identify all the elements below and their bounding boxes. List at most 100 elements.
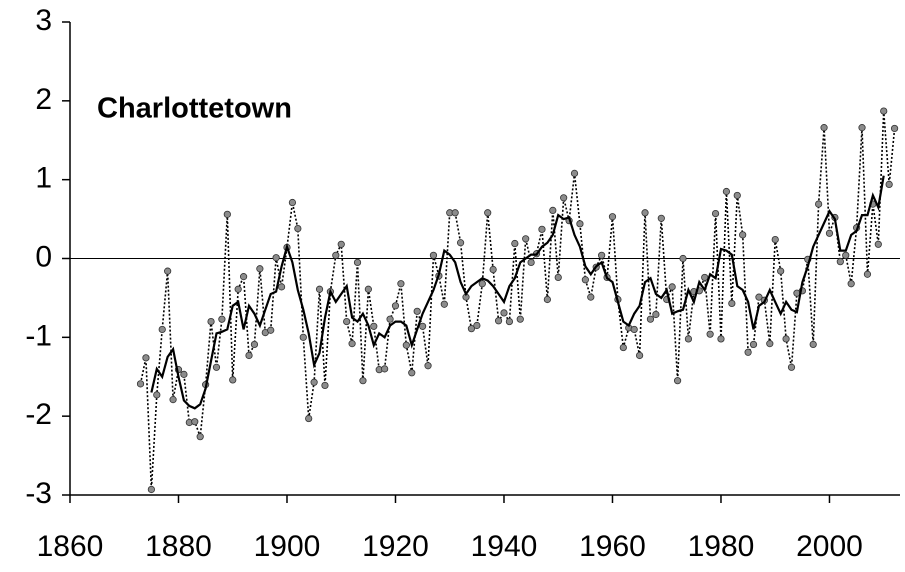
data-point [218, 315, 226, 323]
data-point [478, 280, 486, 288]
data-point [581, 276, 589, 284]
y-tick-label: 3 [35, 4, 52, 37]
x-tick-label: 1860 [37, 530, 104, 563]
data-point [245, 351, 253, 360]
x-tick-label: 1880 [145, 530, 212, 563]
data-point [288, 198, 297, 207]
data-point [684, 335, 693, 343]
y-tick-label: -3 [25, 477, 52, 510]
data-point [722, 187, 731, 196]
data-point [234, 285, 242, 293]
data-point [489, 265, 497, 274]
data-point [451, 209, 459, 217]
data-point [820, 124, 828, 132]
data-point [787, 363, 796, 371]
data-point [847, 280, 855, 288]
data-point [560, 194, 568, 202]
data-point [679, 254, 687, 263]
series-line [139, 111, 896, 490]
x-tick-label: 1980 [688, 530, 755, 563]
data-point [348, 340, 356, 348]
data-point [570, 169, 579, 177]
data-point [467, 325, 476, 333]
data-point [359, 377, 367, 385]
data-point [397, 280, 405, 288]
data-point [744, 348, 752, 356]
data-point [549, 206, 557, 215]
data-point [543, 295, 551, 304]
data-point [315, 285, 324, 293]
data-point [337, 240, 345, 248]
data-point [706, 330, 714, 338]
data-point [673, 377, 682, 385]
data-point [391, 302, 400, 310]
data-point [717, 335, 725, 343]
data-point [386, 315, 394, 323]
data-point [419, 322, 427, 330]
data-point [608, 213, 617, 221]
data-point [413, 307, 421, 315]
data-point [701, 273, 709, 282]
data-point [229, 376, 237, 384]
data-point [527, 258, 535, 267]
data-point [636, 351, 644, 360]
data-point [858, 124, 866, 132]
data-point [191, 418, 199, 426]
y-tick-label: -1 [25, 319, 52, 352]
data-point [863, 270, 872, 278]
data-point [630, 325, 638, 334]
data-point [136, 380, 145, 388]
data-point [782, 335, 790, 343]
y-tick-label: 1 [35, 162, 52, 195]
data-point [256, 265, 264, 273]
data-point [169, 396, 177, 404]
data-point [180, 370, 188, 378]
data-point [646, 315, 655, 323]
x-tick-label: 1960 [579, 530, 646, 563]
data-point [777, 267, 785, 275]
data-point [332, 251, 340, 259]
data-point [147, 485, 155, 494]
data-point [429, 251, 438, 259]
data-point [890, 124, 899, 133]
data-point [516, 315, 524, 323]
data-point [874, 240, 882, 248]
data-point [212, 363, 221, 371]
data-point [842, 251, 850, 259]
data-point [277, 283, 286, 291]
data-point [755, 293, 763, 301]
data-point [473, 321, 481, 330]
data-point [223, 210, 231, 218]
x-tick-label: 1900 [254, 530, 321, 563]
data-point [538, 225, 546, 233]
data-point [711, 209, 720, 218]
x-tick-label: 2000 [796, 530, 863, 563]
data-point [153, 391, 161, 399]
data-point [353, 258, 362, 267]
data-point [164, 267, 172, 275]
data-point [364, 285, 372, 293]
data-point [370, 322, 378, 330]
data-point [456, 239, 465, 247]
data-point [815, 200, 823, 208]
data-point [576, 220, 584, 228]
data-point [424, 362, 432, 370]
data-point [343, 317, 351, 326]
data-point [641, 209, 649, 217]
data-point [321, 381, 329, 390]
data-point [305, 414, 313, 423]
data-point [500, 309, 508, 317]
data-point [522, 235, 530, 243]
data-point [771, 235, 779, 244]
data-point [733, 191, 741, 200]
data-point [598, 251, 606, 259]
data-point [239, 273, 248, 281]
data-point [294, 224, 302, 233]
data-point [310, 378, 318, 386]
data-point [196, 433, 204, 441]
data-point [272, 254, 280, 262]
x-tick-label: 1940 [471, 530, 538, 563]
series-line [150, 175, 885, 410]
data-point [809, 340, 817, 349]
